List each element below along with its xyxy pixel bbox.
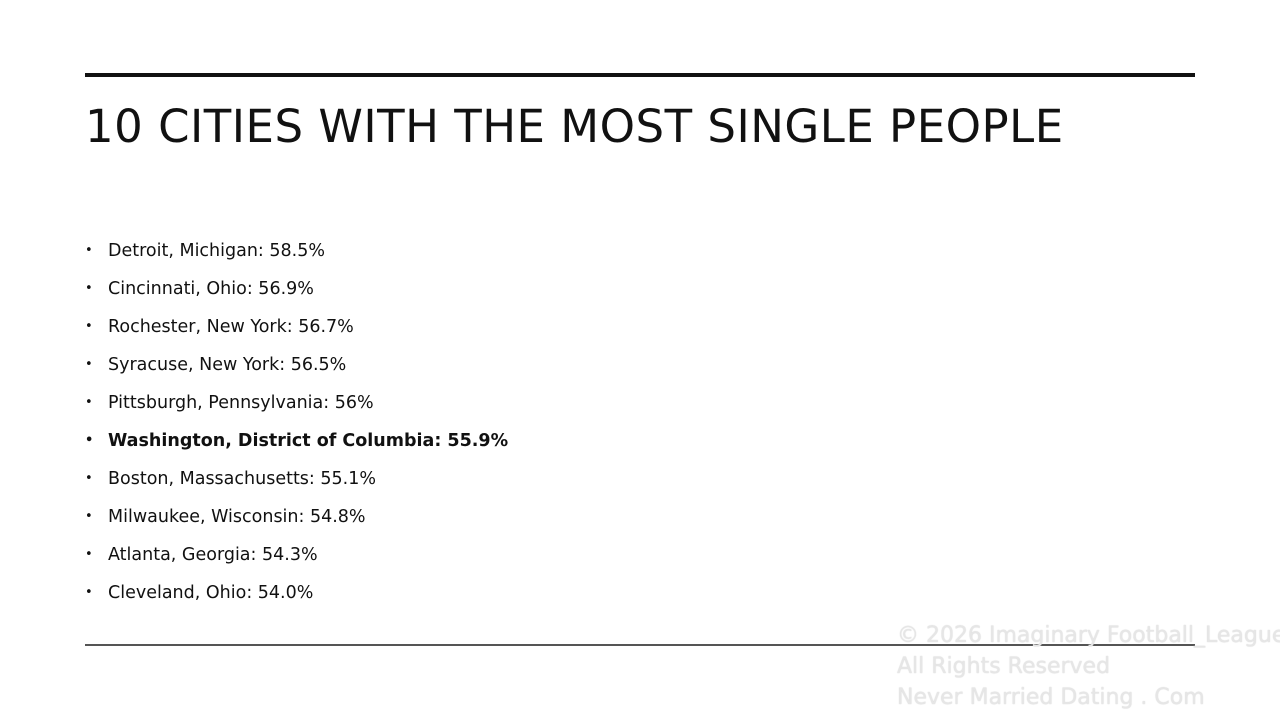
list-item: Milwaukee, Wisconsin: 54.8% [85,502,508,540]
list-item: Rochester, New York: 56.7% [85,312,508,350]
watermark-line: Never Married Dating . Com [897,685,1205,710]
watermark-line: © 2026 Imaginary Football_League [897,623,1280,648]
slide-title: 10 CITIES WITH THE MOST SINGLE PEOPLE [85,100,1064,153]
list-item: Washington, District of Columbia: 55.9% [85,426,508,464]
list-item: Cleveland, Ohio: 54.0% [85,578,508,616]
watermark-line: All Rights Reserved [897,654,1111,679]
top-rule [85,73,1195,77]
list-item: Detroit, Michigan: 58.5% [85,236,508,274]
list-item: Boston, Massachusetts: 55.1% [85,464,508,502]
bullet-list: Detroit, Michigan: 58.5%Cincinnati, Ohio… [85,236,508,616]
list-item: Pittsburgh, Pennsylvania: 56% [85,388,508,426]
bottom-rule [85,644,1195,646]
list-item: Cincinnati, Ohio: 56.9% [85,274,508,312]
list-item: Atlanta, Georgia: 54.3% [85,540,508,578]
list-item: Syracuse, New York: 56.5% [85,350,508,388]
watermark: © 2026 Imaginary Football_League All Righ… [897,620,1280,713]
